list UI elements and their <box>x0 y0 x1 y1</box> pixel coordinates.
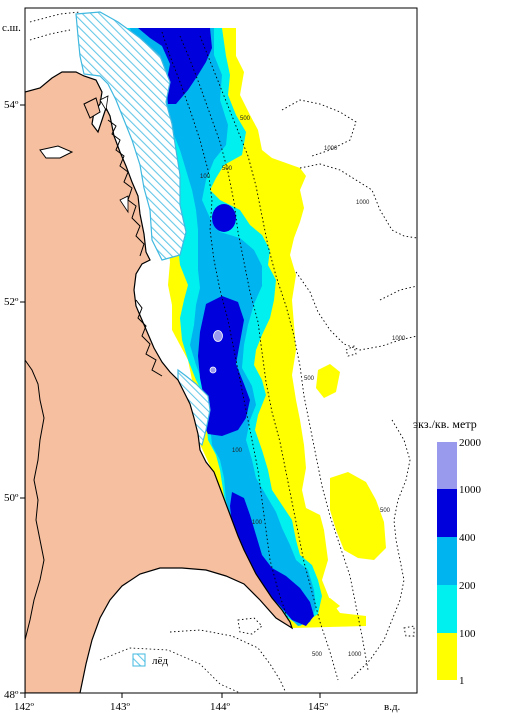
lon-tick-label: 144º <box>210 701 231 713</box>
isobath-label: 500 <box>304 376 315 382</box>
isobaths <box>29 11 417 693</box>
lon-tick-label: 142º <box>14 701 35 713</box>
lat-tick-label: 54º <box>4 99 19 111</box>
legend-label: 400 <box>459 532 476 544</box>
isobath-label: 1000 <box>356 200 370 206</box>
legend-swatch-100 <box>437 633 457 680</box>
legend-label: 200 <box>459 580 476 592</box>
map-frame <box>24 7 418 694</box>
legend-label: 100 <box>459 628 476 640</box>
lon-axis: 142º 143º 144º 145º в.д. <box>14 693 401 713</box>
density-layer-blue <box>138 28 314 626</box>
lat-tick-label: 50º <box>4 492 19 504</box>
ice-legend: лёд <box>132 653 168 667</box>
lat-axis: с.ш. 54º 52º 50º 48º <box>2 22 25 701</box>
legend-label: 1 <box>459 675 465 687</box>
isobath-label: 100 <box>200 174 211 180</box>
isobath-label: 1000 <box>392 336 406 342</box>
ice-legend-label: лёд <box>152 655 168 667</box>
isobath-label: 500 <box>312 652 323 658</box>
legend-swatch-2000 <box>437 442 457 489</box>
lat-tick-label: 52º <box>4 296 19 308</box>
legend-swatch-200 <box>437 585 457 633</box>
coastline-detail <box>107 119 163 377</box>
density-legend: экз./кв. метр 2000 1000 400 200 100 1 <box>413 417 482 687</box>
lon-tick-label: 145º <box>308 701 329 713</box>
isobath-label: 1000 <box>324 146 338 152</box>
lon-suffix-label: в.д. <box>384 701 401 713</box>
lon-tick-label: 143º <box>110 701 131 713</box>
lat-tick-label: 48º <box>4 689 19 701</box>
legend-label: 1000 <box>459 484 482 496</box>
isobath-label: 1000 <box>348 652 362 658</box>
legend-title: экз./кв. метр <box>413 417 477 431</box>
mainland-coastline <box>25 359 45 641</box>
land-sakhalin <box>25 71 294 693</box>
isobath-label: 500 <box>222 166 233 172</box>
ice-legend-swatch <box>132 653 146 667</box>
isobath-label: 100 <box>252 520 263 526</box>
density-layer-lavender <box>209 330 223 374</box>
isobath-label: 100 <box>232 448 243 454</box>
legend-label: 2000 <box>459 437 482 449</box>
legend-swatch-400 <box>437 537 457 585</box>
lat-suffix-label: с.ш. <box>2 22 21 34</box>
isobath-label: 500 <box>240 116 251 122</box>
isobath-labels: 100 100 100 500 500 500 500 500 1000 100… <box>200 116 406 658</box>
legend-swatch-1000 <box>437 489 457 537</box>
ice-zone <box>75 11 211 447</box>
isobath-label: 500 <box>380 508 391 514</box>
